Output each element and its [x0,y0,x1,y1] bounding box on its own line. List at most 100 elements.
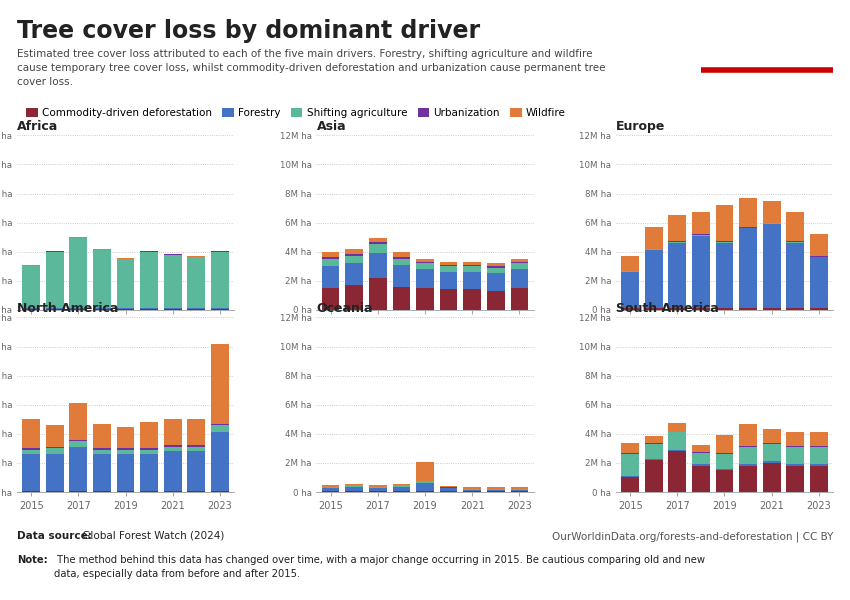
Bar [46,447,64,448]
Bar [94,249,110,250]
Bar [511,489,528,490]
Bar [463,490,481,491]
Bar [762,461,780,463]
Text: South America: South America [616,302,719,315]
Bar [393,491,411,492]
Bar [393,287,411,310]
Bar [393,484,411,485]
Bar [740,229,756,308]
Bar [511,269,528,288]
Bar [211,308,229,309]
Bar [70,403,88,440]
Bar [345,254,363,256]
Bar [740,227,756,229]
Bar [810,466,828,492]
Bar [416,482,434,491]
Bar [416,491,434,492]
Bar [692,452,710,453]
Bar [416,259,434,262]
Bar [810,256,828,257]
Bar [393,253,411,257]
Bar [692,236,710,308]
Text: Our World
in Data: Our World in Data [734,26,801,56]
Bar [345,256,363,263]
Bar [645,443,662,444]
Bar [487,291,505,310]
Bar [46,308,64,309]
Bar [70,238,88,308]
Bar [94,448,110,450]
Text: Global Forest Watch (2024): Global Forest Watch (2024) [79,531,224,541]
Bar [439,488,457,491]
Bar [188,256,205,257]
Bar [345,487,363,491]
Bar [645,227,662,249]
Bar [810,431,828,446]
Bar [692,235,710,236]
Bar [668,308,686,310]
Bar [140,491,158,492]
Bar [22,308,40,309]
Bar [621,271,639,272]
Bar [416,462,434,481]
Bar [439,289,457,310]
Bar [22,454,40,491]
Bar [393,265,411,287]
Bar [116,454,134,491]
Text: Note:: Note: [17,555,48,565]
Bar [46,448,64,454]
Bar [416,269,434,288]
Bar [369,244,387,253]
Bar [345,285,363,310]
Bar [692,466,710,492]
Bar [211,309,229,310]
Bar [416,288,434,310]
Bar [70,491,88,492]
Bar [416,263,434,269]
Bar [369,278,387,310]
Bar [740,308,756,310]
Bar [94,424,110,448]
Bar [22,450,40,454]
Bar [786,447,804,464]
Bar [668,241,686,242]
Bar [740,464,756,466]
Bar [164,254,182,308]
Bar [463,262,481,265]
Bar [70,237,88,238]
Bar [692,308,710,310]
Bar [439,272,457,289]
Bar [393,485,411,487]
Text: Europe: Europe [616,120,666,133]
Bar [487,274,505,291]
Bar [810,257,828,308]
Bar [22,309,40,310]
Bar [94,308,110,309]
Bar [140,448,158,450]
Bar [716,308,734,310]
Bar [463,265,481,266]
Bar [164,308,182,309]
Bar [116,258,134,259]
Bar [46,251,64,308]
Bar [164,419,182,445]
Bar [692,234,710,235]
Bar [740,447,756,464]
Bar [716,241,734,242]
Bar [188,309,205,310]
Bar [786,308,804,310]
Bar [668,433,686,450]
Bar [487,268,505,274]
Bar [810,464,828,466]
Bar [716,243,734,308]
Bar [786,446,804,447]
Bar [46,491,64,492]
Bar [116,450,134,454]
Bar [645,436,662,443]
Text: Asia: Asia [316,120,346,133]
Bar [762,224,780,308]
Bar [511,490,528,491]
Bar [487,263,505,266]
Legend: Commodity-driven deforestation, Forestry, Shifting agriculture, Urbanization, Wi: Commodity-driven deforestation, Forestry… [22,104,570,122]
Bar [70,308,88,309]
